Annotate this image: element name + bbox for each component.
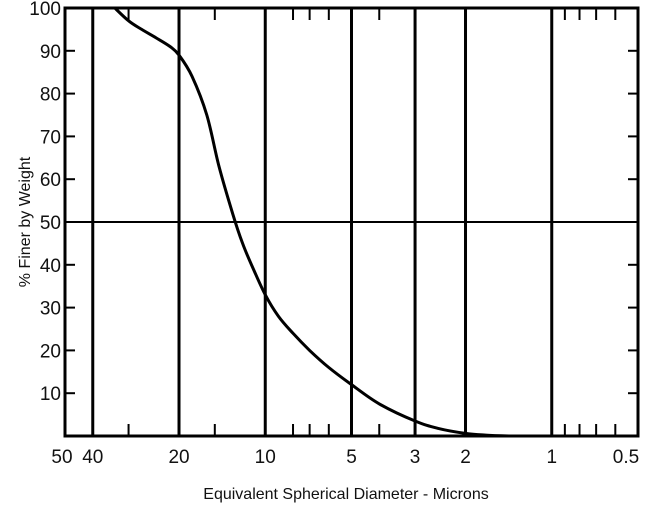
y-tick-label: 30: [40, 299, 61, 320]
y-tick-label: 100: [29, 0, 61, 20]
x-axis-ticks: 50 40 20 10 5 3 2 1 0.5: [51, 447, 639, 468]
y-axis-ticks: 10 20 30 40 50 60 70 80 90 100: [29, 0, 638, 405]
x-tick-label: 10: [255, 447, 276, 468]
y-tick-label: 40: [40, 256, 61, 277]
cumulative-curve: [113, 6, 638, 438]
x-axis-title: Equivalent Spherical Diameter - Microns: [203, 486, 488, 503]
x-tick-label: 0.5: [613, 447, 639, 468]
x-tick-label: 3: [410, 447, 421, 468]
y-tick-label: 20: [40, 341, 61, 362]
y-tick-label: 50: [40, 213, 61, 234]
y-tick-label: 60: [40, 170, 61, 191]
x-tick-label: 50: [51, 447, 72, 468]
y-tick-label: 70: [40, 127, 61, 148]
x-tick-label: 1: [546, 447, 557, 468]
x-tick-label: 5: [346, 447, 357, 468]
y-tick-label: 80: [40, 85, 61, 106]
grid-layer: [65, 8, 638, 436]
y-tick-label: 90: [40, 42, 61, 63]
x-tick-label: 2: [460, 447, 471, 468]
y-tick-label: 10: [40, 384, 61, 405]
x-tick-label: 20: [168, 447, 189, 468]
x-tick-label: 40: [82, 447, 103, 468]
minor-ticks: [127, 8, 617, 436]
y-axis-title: % Finer by Weight: [17, 156, 34, 287]
